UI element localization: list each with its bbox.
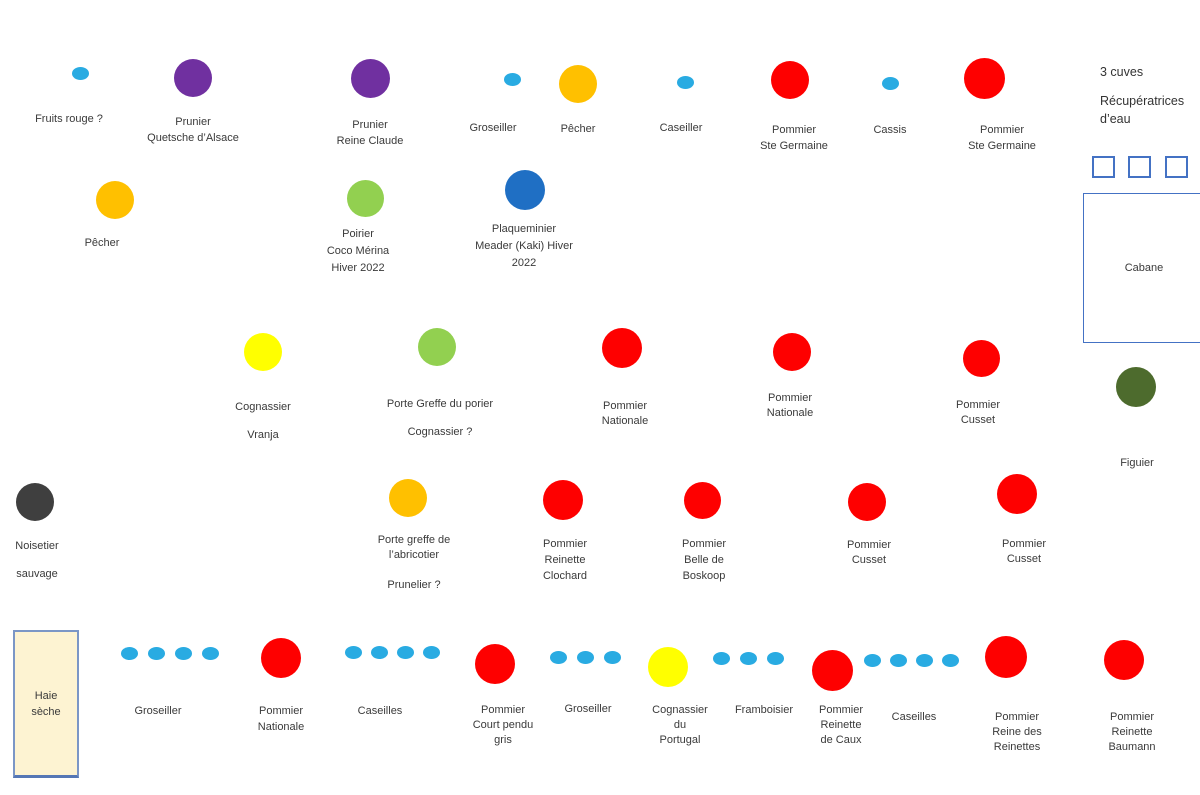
groseiller-1-dot [503,72,521,86]
pommier-court-pendu-gris-label: Pommier Court pendu gris [472,704,534,746]
pommier-ste-germaine-2-label: Pommier Ste Germaine [968,124,1036,152]
pommier-belle-boskoop-circle [683,481,721,519]
cassis-dot [881,76,899,90]
porte-greffe-porier-label: Porte Greffe du porier Cognassier ? [386,398,494,438]
pommier-cusset-3-circle [997,474,1037,514]
groseiller-2-dot [175,646,192,660]
noisetier-sauvage-circle [16,483,54,521]
pommier-ste-germaine-1-label: Pommier Ste Germaine [760,124,828,152]
pommier-cusset-1-circle [962,339,1000,377]
recuperatrices-text-line1: Récupératrices [1100,94,1185,108]
groseiller-3-dot [576,650,594,664]
cuve-square-1 [1092,156,1115,178]
figuier-circle [1116,367,1156,407]
caseilles-1-label: Caseilles [357,705,403,717]
poirier-coco-merina-label: Poirier Coco Mérina Hiver 2022 [326,228,390,274]
pommier-nationale-3-circle [261,638,301,678]
recuperatrices-text-line2: d’eau [1100,112,1131,126]
pommier-reinette-baumann-label: Pommier Reinette Baumann [1108,711,1156,753]
figuier-label: Figuier [1120,457,1154,469]
prunier-reine-claude-label: Prunier Reine Claude [336,119,404,147]
cognassier-portugal-label: Cognassier du Portugal [652,704,708,746]
cabane-rect: Cabane [1083,193,1200,343]
caseilles-1-dot [396,645,414,659]
caseilles-2-dot [915,653,933,667]
prunier-reine-claude-circle [350,58,390,98]
prunier-quetsche-alsace-label: Prunier Quetsche d’Alsace [147,116,239,144]
cognassier-portugal-circle [648,647,688,687]
pecher-2-circle [96,181,134,219]
groseiller-2-label: Groseiller [134,705,182,717]
pommier-cusset-2-circle [848,483,886,521]
pecher-1-label: Pêcher [560,123,596,135]
pommier-reinette-baumann-circle [1104,640,1144,680]
cabane-label: Cabane [1124,262,1164,274]
framboisier-dot [766,651,784,665]
caseiller-dot [676,75,694,89]
pommier-reine-des-reinettes-circle [985,636,1027,678]
pommier-nationale-1-circle [602,328,642,368]
cassis-label: Cassis [873,124,907,136]
caseilles-1-dot [344,645,362,659]
pommier-ste-germaine-2-circle [963,57,1005,99]
pecher-1-circle [559,65,597,103]
haie-label-line2: sèche [31,705,61,718]
framboisier-dot [739,651,757,665]
pommier-reinette-clochard-label: Pommier Reinette Clochard [542,538,588,582]
groseiller-3-dot [603,650,621,664]
cognassier-vranja-label: Cognassier Vranja [235,401,291,441]
framboisier-dot [712,651,730,665]
fruits-rouge-dot [71,66,89,80]
pommier-reinette-de-caux-circle [811,649,853,691]
haie-seche-rect: Haie sèche [13,630,79,778]
caseilles-1-dot [370,645,388,659]
caseilles-1-dot [422,645,440,659]
prunier-quetsche-alsace-circle [174,59,212,97]
caseilles-2-dot [889,653,907,667]
groseiller-1-label: Groseiller [469,122,517,134]
caseilles-2-dot [863,653,881,667]
pommier-cusset-2-label: Pommier Cusset [846,539,892,566]
porte-greffe-abricotier-label: Porte greffe de l’abricotier Prunelier ? [377,534,451,591]
porte-greffe-porier-circle [418,328,456,366]
framboisier-label: Framboisier [734,704,794,716]
groseiller-3-label: Groseiller [564,703,612,715]
pommier-cusset-3-label: Pommier Cusset [1001,538,1047,565]
cuves-count-text: 3 cuves [1100,65,1144,79]
caseilles-2-label: Caseilles [891,711,937,723]
pecher-2-label: Pêcher [84,237,120,249]
poirier-coco-merina-circle [346,179,384,217]
plaqueminier-meader-circle [505,170,545,210]
cuves-info: 3 cuves Récupératrices d’eau [1100,63,1184,128]
pommier-court-pendu-gris-circle [475,644,515,684]
pommier-nationale-2-circle [773,333,811,371]
haie-label-line1: Haie [34,689,58,702]
groseiller-2-dot [202,646,219,660]
groseiller-2-dot [148,646,165,660]
pommier-reinette-de-caux-label: Pommier Reinette de Caux [818,704,864,746]
groseiller-2-dot [121,646,138,660]
porte-greffe-abricotier-circle [389,479,427,517]
info-spacer [1100,81,1184,92]
cognassier-vranja-circle [244,333,282,371]
pommier-nationale-2-label: Pommier Nationale [766,392,814,419]
pommier-belle-boskoop-label: Pommier Belle de Boskoop [681,538,727,582]
plaqueminier-meader-label: Plaqueminier Meader (Kaki) Hiver 2022 [475,223,573,269]
pommier-cusset-1-label: Pommier Cusset [955,399,1001,426]
fruits-rouge-label: Fruits rouge ? [35,113,103,125]
groseiller-3-dot [549,650,567,664]
noisetier-sauvage-label: Noisetier sauvage [15,540,59,580]
caseiller-label: Caseiller [659,122,703,134]
pommier-reine-des-reinettes-label: Pommier Reine des Reinettes [992,711,1042,753]
cuve-square-2 [1128,156,1151,178]
pommier-reinette-clochard-circle [543,480,583,520]
pommier-nationale-3-label: Pommier Nationale [257,705,305,733]
pommier-ste-germaine-1-circle [771,61,809,99]
pommier-nationale-1-label: Pommier Nationale [601,400,649,427]
caseilles-2-dot [941,653,959,667]
cuve-square-3 [1165,156,1188,178]
